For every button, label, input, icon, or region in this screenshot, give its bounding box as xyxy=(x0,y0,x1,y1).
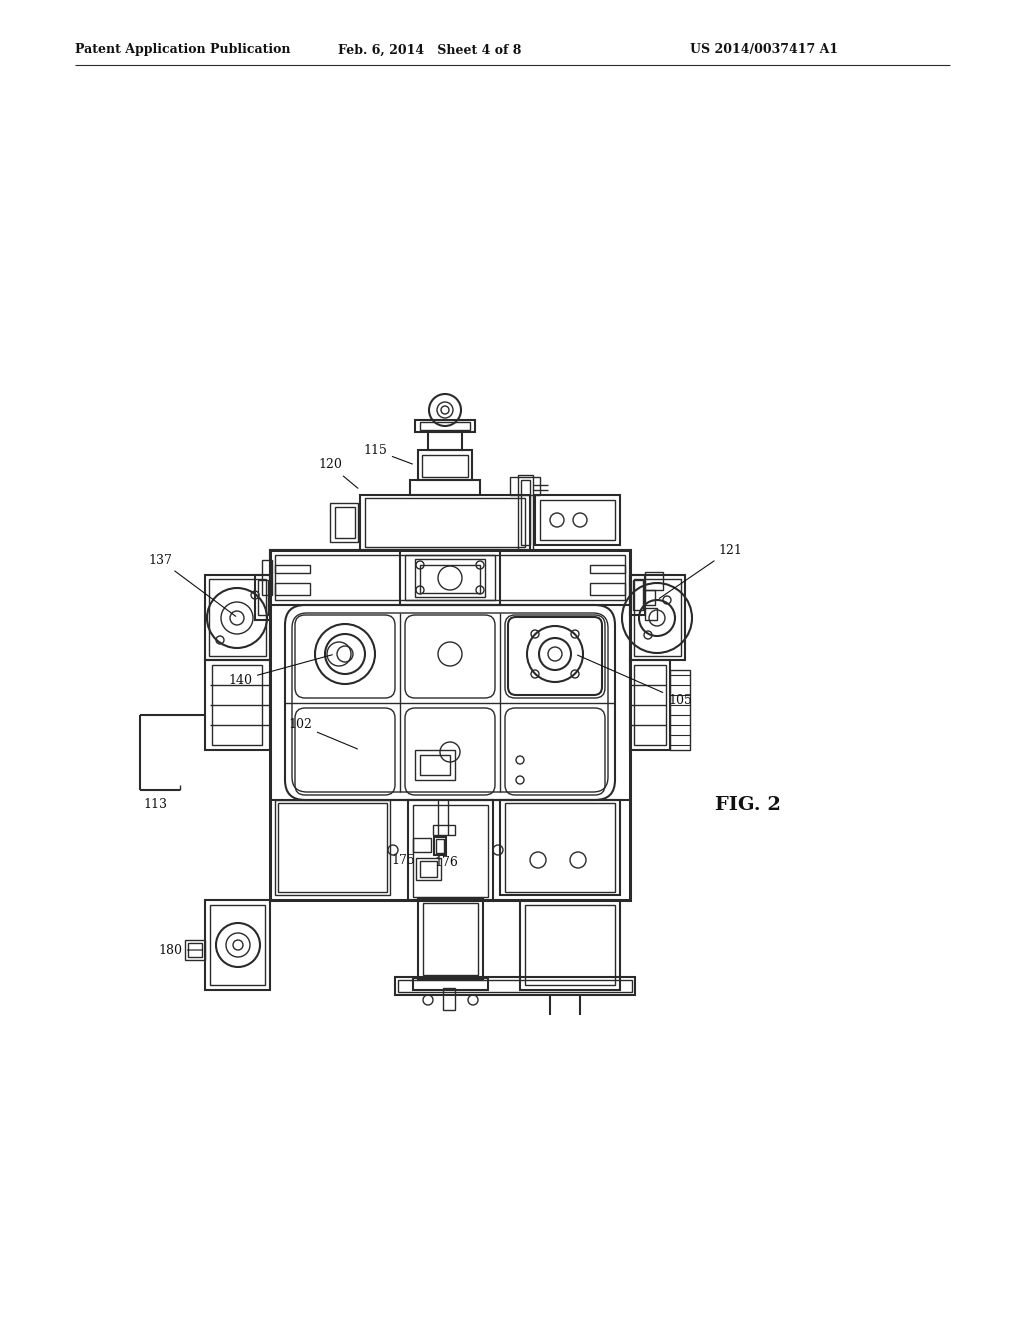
Text: 175: 175 xyxy=(391,854,415,866)
Bar xyxy=(188,942,202,957)
Bar xyxy=(205,576,270,660)
Bar xyxy=(360,495,530,550)
Bar xyxy=(535,495,620,545)
Text: 102: 102 xyxy=(288,718,357,748)
Bar xyxy=(630,576,645,615)
Text: US 2014/0037417 A1: US 2014/0037417 A1 xyxy=(690,44,838,57)
Bar xyxy=(630,660,670,750)
Bar xyxy=(398,979,632,993)
Text: 121: 121 xyxy=(659,544,742,598)
Bar xyxy=(500,800,620,895)
Bar xyxy=(634,579,681,656)
Bar xyxy=(400,550,500,605)
Bar xyxy=(408,800,493,900)
Bar xyxy=(415,420,475,432)
Bar xyxy=(210,906,265,985)
Bar xyxy=(434,837,446,855)
Bar xyxy=(422,455,468,477)
Bar xyxy=(262,560,272,595)
Bar xyxy=(275,583,310,595)
Bar xyxy=(420,565,480,593)
Bar xyxy=(630,576,685,660)
Bar xyxy=(505,803,615,892)
Bar xyxy=(423,903,478,975)
Bar xyxy=(525,906,615,985)
Bar xyxy=(634,665,666,744)
Bar xyxy=(518,475,534,550)
Bar xyxy=(395,977,635,995)
Bar xyxy=(415,558,485,597)
Bar xyxy=(420,755,450,775)
Bar xyxy=(443,987,455,1010)
Bar xyxy=(415,750,455,780)
Bar xyxy=(258,579,268,615)
Bar xyxy=(406,554,495,601)
Text: 115: 115 xyxy=(364,444,413,465)
Text: 105: 105 xyxy=(578,655,692,706)
Text: 176: 176 xyxy=(434,857,458,870)
Bar xyxy=(270,550,630,605)
Bar xyxy=(278,803,387,892)
Text: 113: 113 xyxy=(143,799,167,812)
Text: Feb. 6, 2014   Sheet 4 of 8: Feb. 6, 2014 Sheet 4 of 8 xyxy=(338,44,521,57)
Bar xyxy=(205,660,270,750)
Bar xyxy=(521,480,530,545)
Bar xyxy=(645,590,655,605)
Bar xyxy=(255,576,270,620)
Bar xyxy=(185,940,205,960)
Bar xyxy=(520,900,620,990)
Bar xyxy=(590,565,625,573)
Text: 180: 180 xyxy=(158,944,202,957)
Bar xyxy=(420,861,437,876)
Bar xyxy=(413,805,488,898)
Bar xyxy=(275,565,310,573)
Bar xyxy=(365,498,525,546)
Bar xyxy=(510,477,540,495)
Bar xyxy=(540,500,615,540)
Bar xyxy=(418,898,483,979)
Bar xyxy=(428,432,462,450)
Bar xyxy=(275,554,625,601)
Bar xyxy=(410,480,480,495)
Text: 137: 137 xyxy=(148,553,236,616)
Text: 140: 140 xyxy=(228,655,333,686)
Bar xyxy=(205,900,270,990)
Bar xyxy=(330,503,358,543)
Bar xyxy=(416,858,441,880)
Text: Patent Application Publication: Patent Application Publication xyxy=(75,44,291,57)
Bar xyxy=(413,838,431,851)
Bar xyxy=(433,825,455,836)
Bar xyxy=(420,422,470,430)
Bar xyxy=(209,579,266,656)
Bar xyxy=(270,550,630,900)
Text: 120: 120 xyxy=(318,458,357,488)
Bar xyxy=(335,507,355,539)
Bar xyxy=(590,583,625,595)
Bar xyxy=(633,579,643,610)
Bar xyxy=(413,978,488,990)
Bar xyxy=(645,572,663,590)
Bar xyxy=(418,450,472,480)
Bar xyxy=(436,840,444,853)
Bar xyxy=(275,800,390,895)
Text: FIG. 2: FIG. 2 xyxy=(715,796,781,814)
Bar xyxy=(212,665,262,744)
Bar xyxy=(645,609,657,620)
Bar xyxy=(670,671,690,750)
